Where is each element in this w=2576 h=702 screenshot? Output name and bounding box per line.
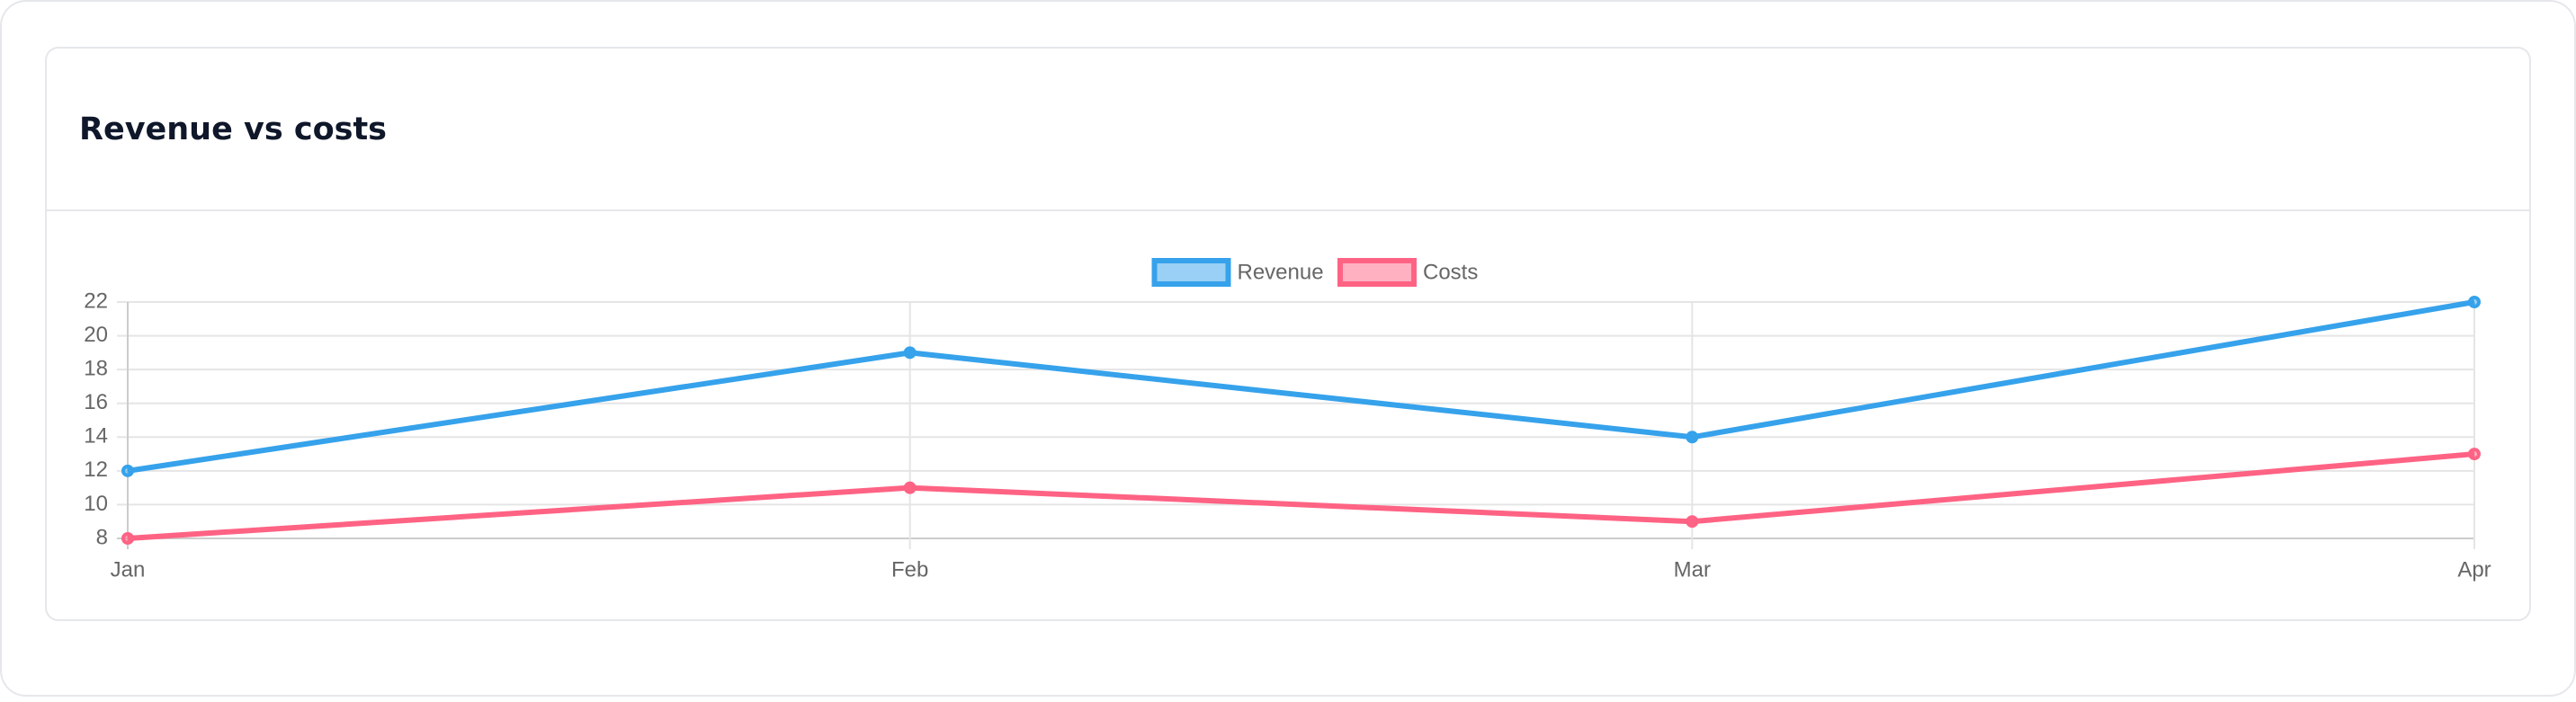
data-point [2468, 448, 2481, 461]
data-point [121, 464, 134, 477]
x-tick-label: Feb [891, 557, 928, 582]
series-line [127, 451, 2475, 541]
y-tick-label: 14 [84, 424, 108, 449]
x-tick-label: Mar [1674, 557, 1711, 582]
y-tick-label: 18 [84, 356, 108, 380]
y-tick-label: 20 [84, 323, 108, 347]
y-tick-label: 12 [84, 458, 108, 482]
y-tick-label: 16 [84, 390, 108, 414]
data-point [2468, 296, 2481, 308]
x-tick-label: Jan [111, 557, 146, 582]
legend-swatch [1151, 258, 1231, 287]
y-tick-label: 10 [84, 492, 108, 516]
data-point [903, 346, 917, 360]
data-point [1686, 431, 1699, 444]
legend-label: Costs [1423, 260, 1478, 284]
data-point [1686, 515, 1699, 529]
y-tick-label: 8 [96, 525, 108, 549]
series-line [127, 299, 2475, 474]
data-point [121, 532, 134, 545]
x-tick-label: Apr [2457, 557, 2491, 582]
chart-title: Revenue vs costs [79, 111, 387, 147]
legend-label: Revenue [1238, 260, 1324, 284]
chart-card [45, 47, 2531, 621]
y-tick-label: 22 [84, 289, 108, 313]
data-point [903, 481, 917, 494]
legend-swatch [1337, 258, 1417, 287]
